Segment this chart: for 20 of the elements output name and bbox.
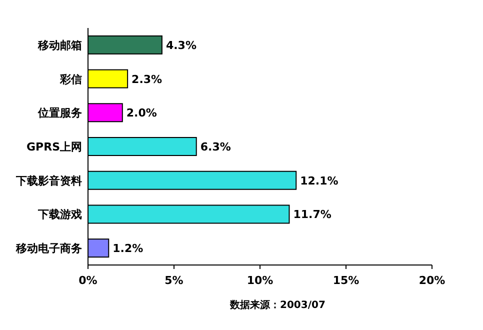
x-tick-label: 20% [418,274,446,287]
data-label: 2.3% [132,72,162,86]
y-tick-label: 移动邮箱 [37,38,82,52]
data-label: 12.1% [300,174,338,188]
y-tick-label: GPRS上网 [26,140,82,154]
data-label: 4.3% [166,38,196,52]
y-tick-label: 彩信 [59,72,82,86]
x-tick-label: 10% [246,274,274,287]
y-tick-label: 下载游戏 [37,208,82,222]
data-label: 2.0% [126,106,157,120]
x-tick-label: 5% [164,274,184,287]
y-tick-label: 移动电子商务 [15,242,82,256]
x-tick-label: 0% [78,274,98,287]
y-tick-label: 位置服务 [37,106,82,120]
y-tick-label: 下载影音资料 [15,174,82,188]
data-label: 6.3% [200,140,231,154]
x-tick-label: 15% [332,274,360,287]
data-label: 1.2% [112,242,144,256]
source-note: 数据来源：2003/07 [229,299,326,311]
data-label: 11.7% [293,208,332,222]
